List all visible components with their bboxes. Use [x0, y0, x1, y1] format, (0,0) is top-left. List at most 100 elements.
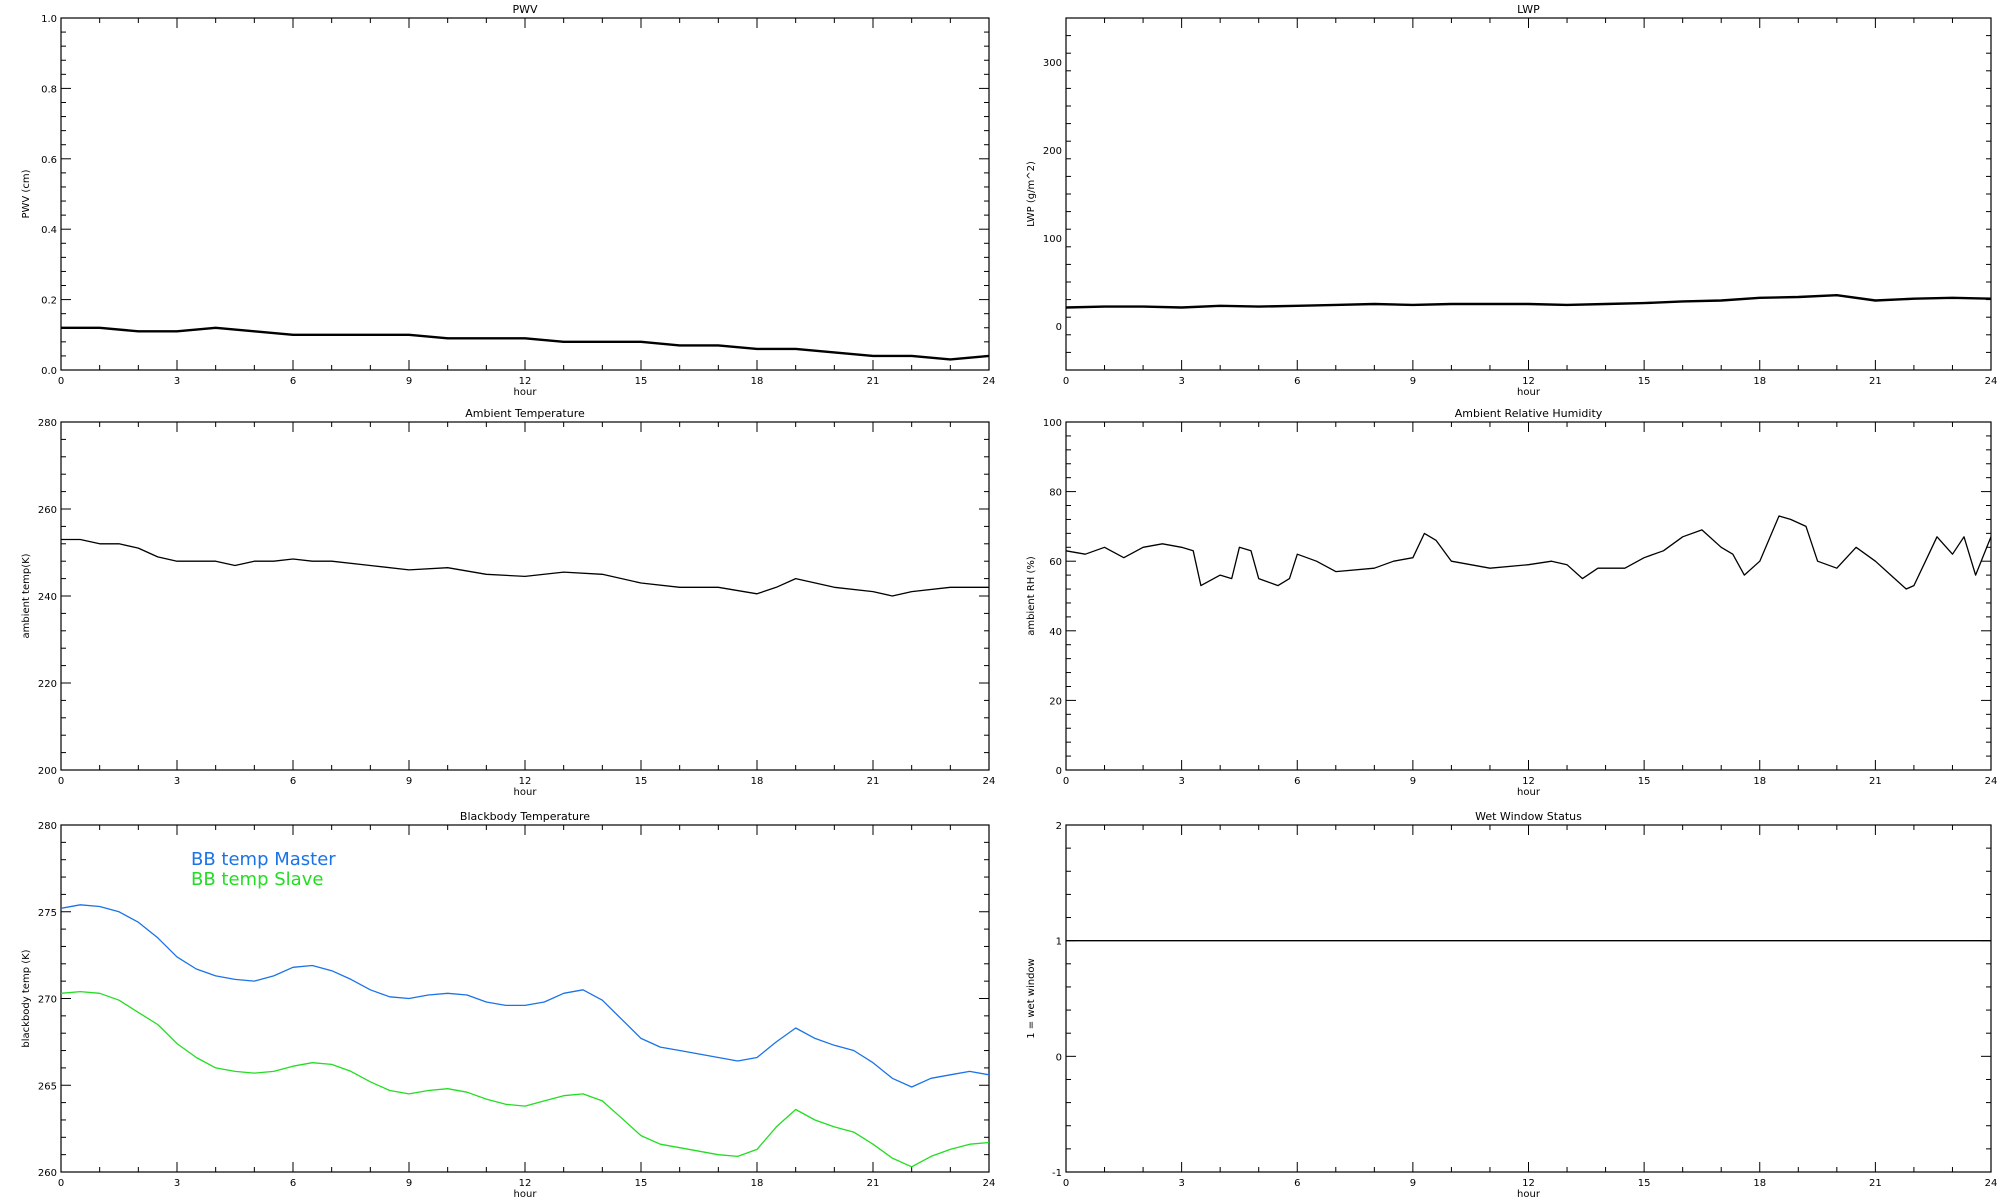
y-tick-label: 0.8 — [41, 84, 57, 95]
x-tick-label: 18 — [1753, 776, 1766, 787]
x-axis-label: hour — [514, 787, 538, 798]
series-line — [61, 538, 989, 597]
y-tick-label: 1.0 — [41, 14, 57, 25]
x-tick-label: 24 — [983, 376, 996, 387]
y-tick-label: 0.0 — [41, 366, 57, 377]
y-tick-label: 2 — [1056, 821, 1062, 832]
chart-title: PWV — [512, 3, 538, 16]
y-tick-label: 260 — [38, 505, 57, 516]
x-tick-label: 6 — [1294, 1178, 1300, 1189]
x-tick-label: 15 — [635, 776, 648, 787]
chart-panel: 0 3 6 9 12 15 18 21 24 0 20 40 60 80 100 Ambient Relati… — [1026, 407, 1997, 798]
series-line — [60, 904, 990, 1088]
y-tick-label: 0 — [1056, 322, 1062, 333]
x-tick-label: 18 — [751, 376, 764, 387]
chart-title: LWP — [1517, 3, 1540, 16]
x-tick-label: 15 — [1638, 1178, 1651, 1189]
plot-frame — [60, 17, 990, 371]
chart-title: Blackbody Temperature — [460, 810, 590, 823]
series-line — [60, 990, 990, 1168]
y-tick-label: 260 — [38, 1168, 57, 1179]
y-tick-label: 100 — [1043, 418, 1062, 429]
chart-title: Ambient Relative Humidity — [1455, 407, 1603, 420]
y-tick-label: 200 — [38, 766, 57, 777]
chart-title: Wet Window Status — [1475, 810, 1582, 823]
x-tick-label: 12 — [519, 376, 532, 387]
x-tick-label: 12 — [519, 1178, 532, 1189]
x-tick-label: 21 — [867, 776, 880, 787]
x-tick-label: 24 — [983, 1178, 996, 1189]
y-tick-label: 220 — [38, 679, 57, 690]
x-tick-label: 12 — [1522, 376, 1535, 387]
x-tick-label: 21 — [1869, 1178, 1882, 1189]
x-tick-label: 9 — [1410, 776, 1416, 787]
x-tick-label: 12 — [1522, 776, 1535, 787]
y-tick-label: 280 — [38, 821, 57, 832]
x-tick-label: 0 — [58, 776, 64, 787]
x-tick-label: 15 — [635, 376, 648, 387]
x-tick-label: 3 — [174, 1178, 180, 1189]
x-tick-label: 24 — [1985, 1178, 1998, 1189]
x-tick-label: 0 — [1063, 776, 1069, 787]
chart-panel: 0 3 6 9 12 15 18 21 24 200 220 240 260 280 Ambient Tem… — [21, 407, 995, 798]
x-tick-label: 21 — [867, 376, 880, 387]
y-tick-label: 100 — [1043, 234, 1062, 245]
series-line — [1065, 515, 1992, 590]
y-tick-label: 240 — [38, 592, 57, 603]
y-axis-label: LWP (g/m^2) — [1026, 161, 1037, 227]
y-axis-label: ambient temp(K) — [21, 553, 32, 638]
x-tick-label: 18 — [1753, 376, 1766, 387]
y-tick-label: 20 — [1049, 696, 1062, 707]
x-tick-label: 0 — [58, 376, 64, 387]
plot-frame — [60, 421, 990, 771]
y-tick-label: 40 — [1049, 627, 1062, 638]
x-tick-label: 24 — [983, 776, 996, 787]
plot-frame — [1065, 421, 1992, 771]
x-tick-label: 0 — [1063, 1178, 1069, 1189]
y-tick-label: 265 — [38, 1081, 57, 1092]
chart-panel: 0 3 6 9 12 15 18 21 24 0.0 0.2 0.4 0.6 0.8 1.0 PWV hour P… — [21, 3, 995, 398]
x-tick-label: 9 — [406, 776, 412, 787]
x-axis-label: hour — [1517, 387, 1541, 398]
x-tick-label: 21 — [1869, 776, 1882, 787]
y-tick-label: -1 — [1052, 1168, 1062, 1179]
x-tick-label: 15 — [635, 1178, 648, 1189]
x-tick-label: 15 — [1638, 376, 1651, 387]
x-tick-label: 9 — [1410, 1178, 1416, 1189]
series-line — [1065, 294, 1992, 309]
x-tick-label: 9 — [406, 376, 412, 387]
legend-entry: BB temp Slave — [191, 869, 323, 890]
y-tick-label: 280 — [38, 418, 57, 429]
x-tick-label: 18 — [751, 776, 764, 787]
legend-entry: BB temp Master — [191, 849, 336, 870]
x-tick-label: 21 — [867, 1178, 880, 1189]
y-tick-label: 0.2 — [41, 296, 57, 307]
x-axis-label: hour — [514, 387, 538, 398]
y-tick-label: 200 — [1043, 146, 1062, 157]
x-tick-label: 6 — [290, 376, 296, 387]
x-tick-label: 18 — [751, 1178, 764, 1189]
x-tick-label: 9 — [406, 1178, 412, 1189]
x-axis-label: hour — [514, 1189, 538, 1200]
chart-panel: 0 3 6 9 12 15 18 21 24 0 100 200 300 LWP hour LWP (g/m^… — [1026, 3, 1997, 398]
y-tick-label: 0 — [1056, 1052, 1062, 1063]
x-tick-label: 6 — [1294, 376, 1300, 387]
y-tick-label: 275 — [38, 908, 57, 919]
y-axis-label: ambient RH (%) — [1026, 556, 1037, 636]
y-axis-label: PWV (cm) — [21, 169, 32, 218]
x-tick-label: 6 — [1294, 776, 1300, 787]
y-tick-label: 60 — [1049, 557, 1062, 568]
y-tick-label: 1 — [1056, 937, 1062, 948]
chart-panel: 0 3 6 9 12 15 18 21 24 260 265 270 275 280 Blackbody T… — [21, 810, 995, 1200]
plot-frame — [1065, 824, 1992, 1173]
x-tick-label: 0 — [58, 1178, 64, 1189]
y-tick-label: 300 — [1043, 58, 1062, 69]
x-tick-label: 0 — [1063, 376, 1069, 387]
x-tick-label: 21 — [1869, 376, 1882, 387]
y-tick-label: 270 — [38, 995, 57, 1006]
x-tick-label: 15 — [1638, 776, 1651, 787]
series-line — [61, 326, 990, 361]
x-tick-label: 24 — [1985, 776, 1998, 787]
